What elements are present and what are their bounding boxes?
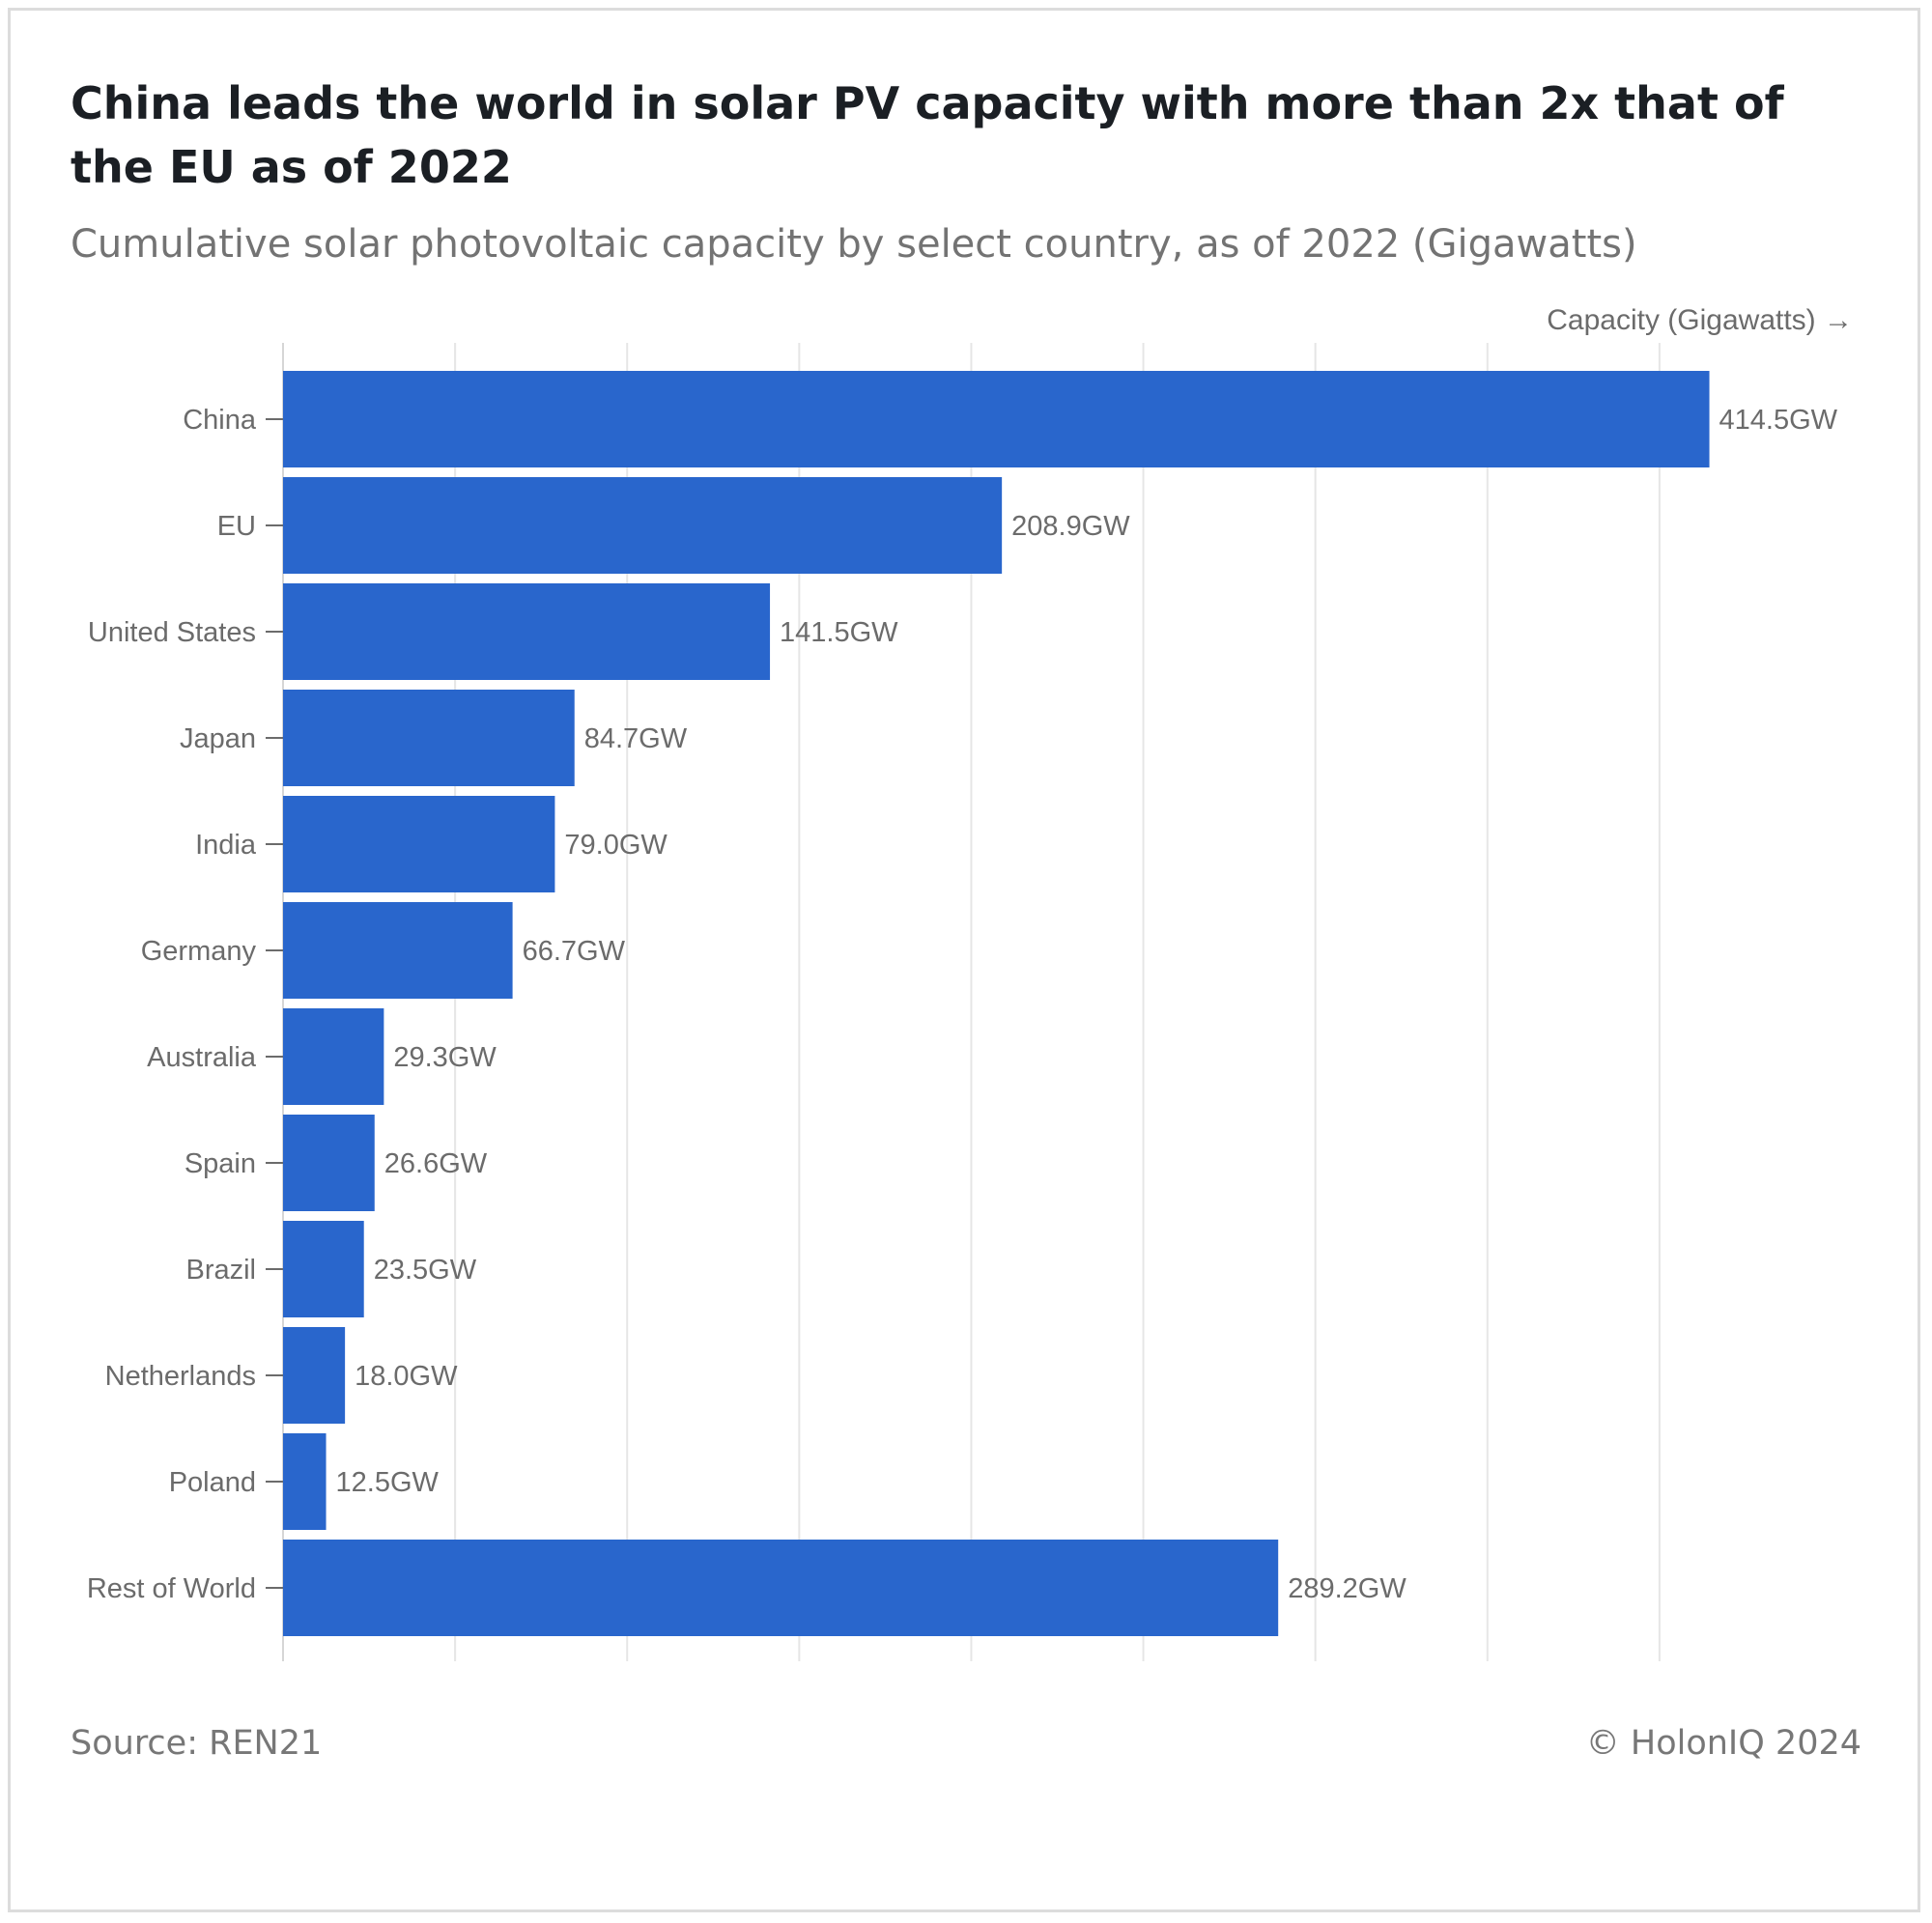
category-label: Japan — [180, 723, 256, 754]
value-label: 79.0GW — [564, 830, 668, 861]
category-label: United States — [88, 617, 256, 648]
value-label: 414.5GW — [1719, 405, 1838, 436]
category-label: EU — [217, 511, 256, 542]
bar-japan — [283, 690, 575, 786]
value-label: 208.9GW — [1011, 511, 1130, 542]
category-label: India — [195, 830, 257, 861]
category-label: Netherlands — [105, 1361, 256, 1392]
bar-poland — [283, 1433, 327, 1530]
value-label: 23.5GW — [374, 1255, 477, 1286]
category-label: Spain — [185, 1148, 256, 1179]
x-axis-title: Capacity (Gigawatts) → — [1547, 304, 1853, 336]
value-label: 66.7GW — [523, 936, 626, 967]
value-label: 84.7GW — [584, 723, 688, 754]
bar-spain — [283, 1115, 375, 1211]
value-label: 29.3GW — [393, 1042, 497, 1073]
bar-germany — [283, 902, 513, 999]
bar-china — [283, 371, 1710, 467]
bar-australia — [283, 1008, 384, 1105]
bar-netherlands — [283, 1327, 346, 1424]
category-label: Germany — [141, 936, 257, 967]
category-label: Rest of World — [87, 1573, 256, 1604]
category-label: Australia — [147, 1042, 257, 1073]
bar-rest-of-world — [283, 1540, 1279, 1636]
category-label: Poland — [169, 1467, 256, 1498]
value-labels: 414.5GW 208.9GW 141.5GW 84.7GW 79.0GW 66.7GW 2… — [336, 405, 1838, 1604]
category-label: Brazil — [185, 1255, 256, 1286]
category-ticks — [266, 418, 283, 1589]
bar-india — [283, 796, 555, 892]
bars — [283, 371, 1710, 1636]
bar-chart: China EU United States Japan India Germany Aus… — [87, 304, 1853, 1661]
category-label: China — [183, 405, 257, 436]
bar-eu — [283, 477, 1003, 574]
chart-title: China leads the world in solar PV capaci… — [71, 77, 1784, 193]
copyright-note: © HolonIQ 2024 — [1585, 1724, 1861, 1763]
category-labels: China EU United States Japan India Germany Aus… — [87, 405, 257, 1604]
value-label: 141.5GW — [780, 617, 898, 648]
value-label: 26.6GW — [384, 1148, 488, 1179]
value-label: 289.2GW — [1288, 1573, 1406, 1604]
bar-united-states — [283, 583, 771, 680]
chart-subtitle: Cumulative solar photovoltaic capacity b… — [71, 222, 1637, 267]
source-note: Source: REN21 — [71, 1724, 323, 1763]
value-label: 12.5GW — [336, 1467, 440, 1498]
value-label: 18.0GW — [355, 1361, 458, 1392]
bar-brazil — [283, 1221, 364, 1317]
